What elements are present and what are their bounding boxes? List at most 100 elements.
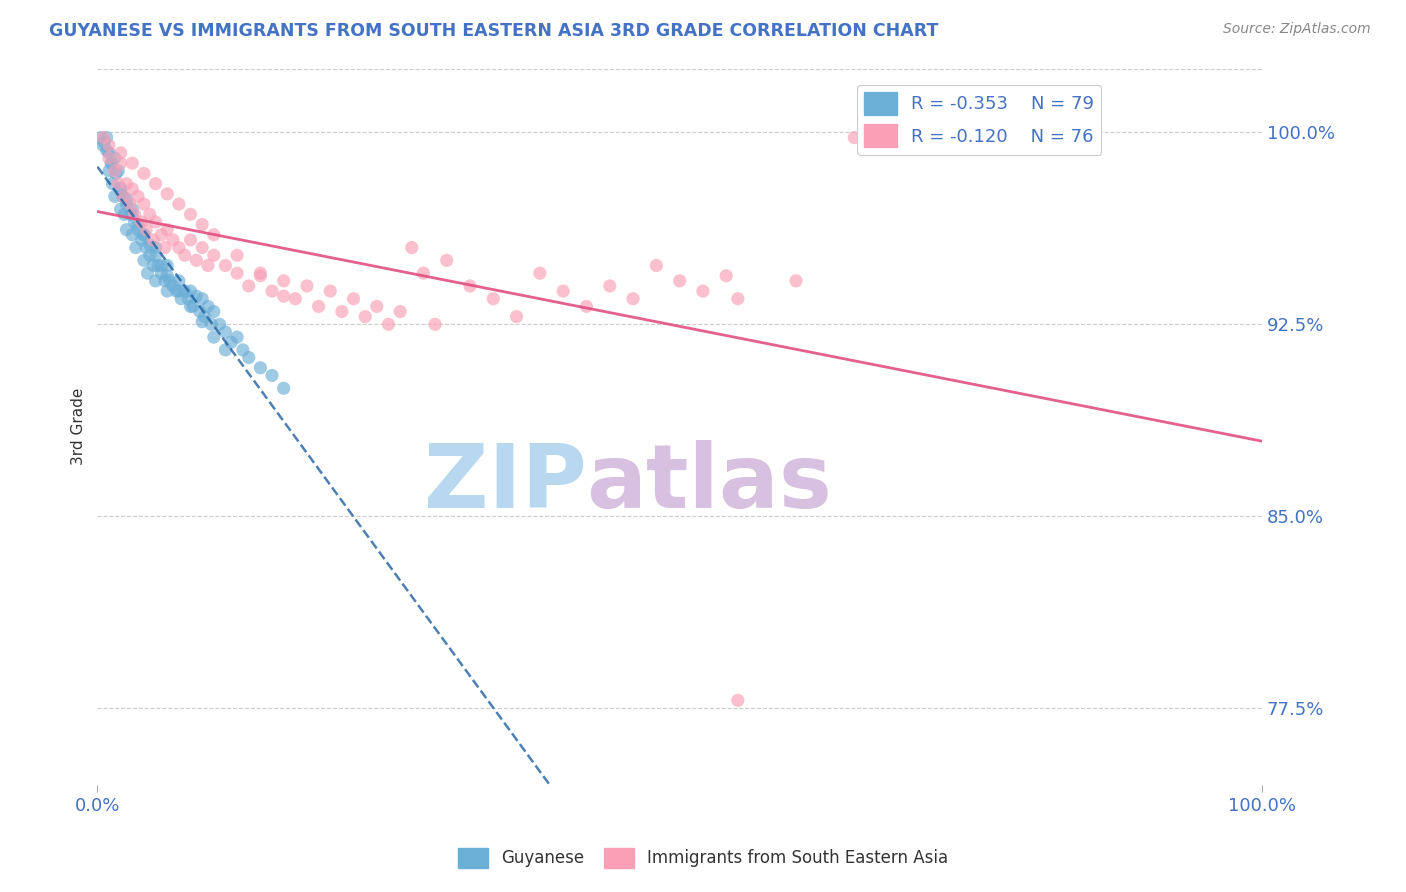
Point [214, 343, 236, 357]
Point [575, 300, 598, 314]
Point [156, 186, 179, 201]
Point [177, 292, 200, 306]
Point [132, 227, 155, 242]
Point [142, 259, 165, 273]
Point [111, 189, 134, 203]
Point [110, 182, 132, 196]
Point [98, 164, 121, 178]
Point [197, 300, 219, 314]
Point [238, 279, 260, 293]
Point [260, 284, 283, 298]
Point [124, 215, 146, 229]
Point [132, 227, 155, 242]
Point [226, 266, 249, 280]
Point [170, 292, 193, 306]
Point [139, 248, 162, 262]
Point [377, 318, 399, 332]
Point [202, 227, 225, 242]
Point [153, 241, 176, 255]
Point [132, 253, 155, 268]
Point [115, 222, 138, 236]
Point [115, 177, 138, 191]
Point [692, 284, 714, 298]
Point [716, 268, 738, 283]
Point [727, 292, 749, 306]
Point [191, 292, 214, 306]
Point [553, 284, 575, 298]
Point [214, 325, 236, 339]
Point [260, 368, 283, 383]
Point [193, 310, 215, 324]
Point [232, 343, 254, 357]
Point [125, 241, 148, 255]
Point [186, 289, 208, 303]
Point [173, 248, 195, 262]
Point [153, 274, 176, 288]
Point [319, 284, 342, 298]
Legend: R = -0.353    N = 79, R = -0.120    N = 76: R = -0.353 N = 79, R = -0.120 N = 76 [858, 85, 1101, 154]
Text: GUYANESE VS IMMIGRANTS FROM SOUTH EASTERN ASIA 3RD GRADE CORRELATION CHART: GUYANESE VS IMMIGRANTS FROM SOUTH EASTER… [49, 22, 939, 40]
Point [401, 241, 423, 255]
Text: atlas: atlas [586, 441, 832, 527]
Point [110, 182, 132, 196]
Point [135, 241, 157, 255]
Point [249, 268, 271, 283]
Point [214, 259, 236, 273]
Point [844, 130, 866, 145]
Point [111, 189, 134, 203]
Point [181, 300, 204, 314]
Point [785, 274, 807, 288]
Point [136, 266, 159, 280]
Point [156, 284, 179, 298]
Point [118, 197, 141, 211]
Point [104, 166, 127, 180]
Point [202, 330, 225, 344]
Point [110, 202, 132, 217]
Point [127, 189, 149, 203]
Point [150, 266, 173, 280]
Point [645, 259, 668, 273]
Point [96, 144, 118, 158]
Point [131, 233, 153, 247]
Point [110, 145, 132, 160]
Point [180, 233, 202, 247]
Point [98, 145, 121, 160]
Point [529, 266, 551, 280]
Point [273, 274, 295, 288]
Point [599, 279, 621, 293]
Point [167, 274, 190, 288]
Point [135, 222, 157, 236]
Point [98, 138, 121, 153]
Point [191, 241, 214, 255]
Point [249, 360, 271, 375]
Point [226, 248, 249, 262]
Point [90, 130, 112, 145]
Point [173, 284, 195, 298]
Point [621, 292, 644, 306]
Point [308, 300, 330, 314]
Point [249, 266, 271, 280]
Point [180, 284, 202, 298]
Point [145, 248, 167, 262]
Point [167, 284, 190, 298]
Point [458, 279, 481, 293]
Point [93, 136, 115, 150]
Point [121, 227, 143, 242]
Point [98, 151, 121, 165]
Point [200, 318, 222, 332]
Text: Source: ZipAtlas.com: Source: ZipAtlas.com [1223, 22, 1371, 37]
Point [191, 315, 214, 329]
Point [145, 241, 167, 255]
Point [366, 300, 388, 314]
Point [127, 218, 149, 232]
Point [107, 164, 129, 178]
Point [191, 218, 214, 232]
Point [389, 304, 412, 318]
Point [284, 292, 307, 306]
Point [118, 207, 141, 221]
Point [142, 233, 165, 247]
Point [91, 130, 114, 145]
Y-axis label: 3rd Grade: 3rd Grade [72, 388, 86, 466]
Point [156, 222, 179, 236]
Point [121, 202, 143, 217]
